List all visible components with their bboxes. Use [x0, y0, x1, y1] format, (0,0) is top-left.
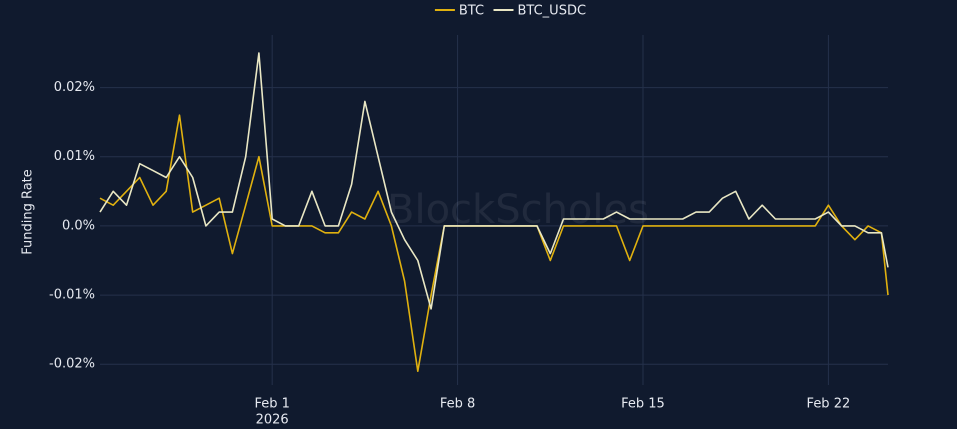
x-tick-label: Feb 1: [254, 397, 289, 412]
legend-label: BTC: [459, 4, 484, 19]
y-tick-label: 0.01%: [54, 149, 95, 164]
y-tick-label: 0.02%: [54, 80, 95, 95]
x-tick-label: Feb 22: [807, 397, 851, 412]
y-axis-title: Funding Rate: [21, 169, 36, 255]
x-tick-label: Feb 8: [440, 397, 475, 412]
y-tick-label: -0.02%: [49, 357, 95, 372]
series-line: [99, 52, 889, 310]
y-tick-label: 0.0%: [62, 218, 95, 233]
series-line: [99, 114, 889, 373]
legend-label: BTC_USDC: [518, 4, 587, 19]
x-tick-label: Feb 15: [621, 397, 665, 412]
x-year-label: 2026: [256, 413, 289, 426]
y-tick-label: -0.01%: [49, 288, 95, 303]
